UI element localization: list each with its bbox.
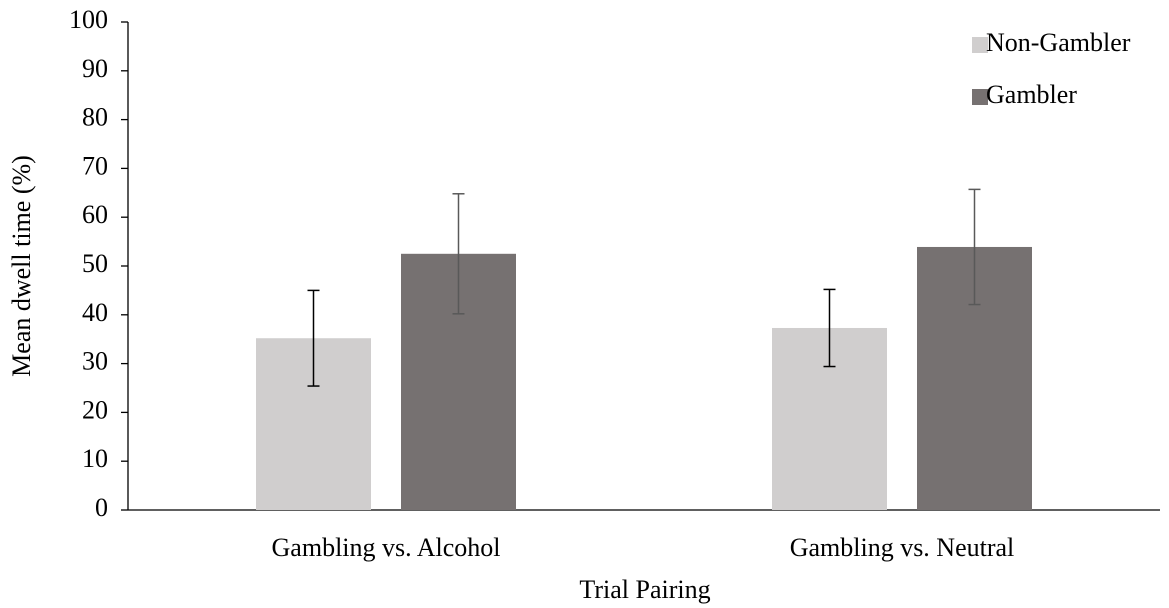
y-tick-label: 10: [82, 444, 108, 473]
legend-label: Gambler: [986, 80, 1077, 109]
y-tick-label: 70: [82, 151, 108, 180]
legend-swatch: [972, 89, 988, 105]
x-axis-title: Trial Pairing: [579, 575, 710, 604]
legend-swatch: [972, 37, 988, 53]
y-tick-label: 80: [82, 103, 108, 132]
y-tick-label: 30: [82, 347, 108, 376]
y-tick-label: 20: [82, 395, 108, 424]
y-tick-label: 0: [95, 493, 108, 522]
y-tick-label: 40: [82, 298, 108, 327]
legend-label: Non-Gambler: [986, 28, 1131, 57]
x-tick-label: Gambling vs. Neutral: [790, 533, 1015, 562]
y-axis-title: Mean dwell time (%): [7, 155, 36, 377]
y-tick-label: 60: [82, 200, 108, 229]
y-tick-label: 100: [69, 5, 108, 34]
y-tick-label: 50: [82, 249, 108, 278]
y-tick-label: 90: [82, 54, 108, 83]
x-tick-label: Gambling vs. Alcohol: [272, 533, 501, 562]
